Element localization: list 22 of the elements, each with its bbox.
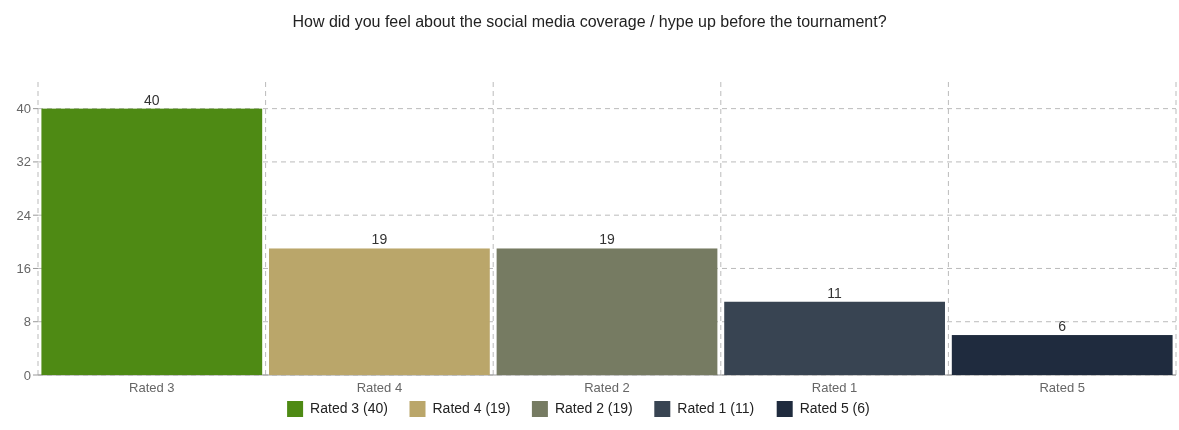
legend-label: Rated 2 (19) bbox=[554, 400, 633, 416]
legend-label: Rated 4 (19) bbox=[432, 400, 511, 416]
x-tick-label: Rated 1 bbox=[811, 380, 858, 395]
y-tick-label: 0 bbox=[23, 367, 31, 383]
data-label: 6 bbox=[1058, 318, 1067, 335]
y-tick-label: 8 bbox=[23, 314, 31, 330]
y-tick-label: 40 bbox=[16, 101, 31, 117]
chart-title: How did you feel about the social media coverage / hype up before the tournament? bbox=[292, 13, 887, 30]
legend-label: Rated 3 (40) bbox=[310, 400, 388, 416]
x-tick-label: Rated 3 bbox=[129, 380, 175, 395]
data-label: 19 bbox=[371, 231, 388, 248]
x-tick-label: Rated 4 bbox=[356, 380, 403, 395]
legend-label: Rated 1 (11) bbox=[677, 400, 755, 416]
data-label: 19 bbox=[599, 231, 615, 248]
y-tick-label: 32 bbox=[16, 154, 31, 170]
y-tick-label: 16 bbox=[16, 261, 31, 276]
x-tick-label: Rated 2 bbox=[584, 380, 630, 395]
legend-label: Rated 5 (6) bbox=[799, 400, 870, 416]
x-tick-label: Rated 5 bbox=[1039, 380, 1085, 395]
data-label: 40 bbox=[144, 91, 160, 108]
y-tick-label: 24 bbox=[16, 207, 31, 223]
data-label: 11 bbox=[827, 284, 843, 301]
